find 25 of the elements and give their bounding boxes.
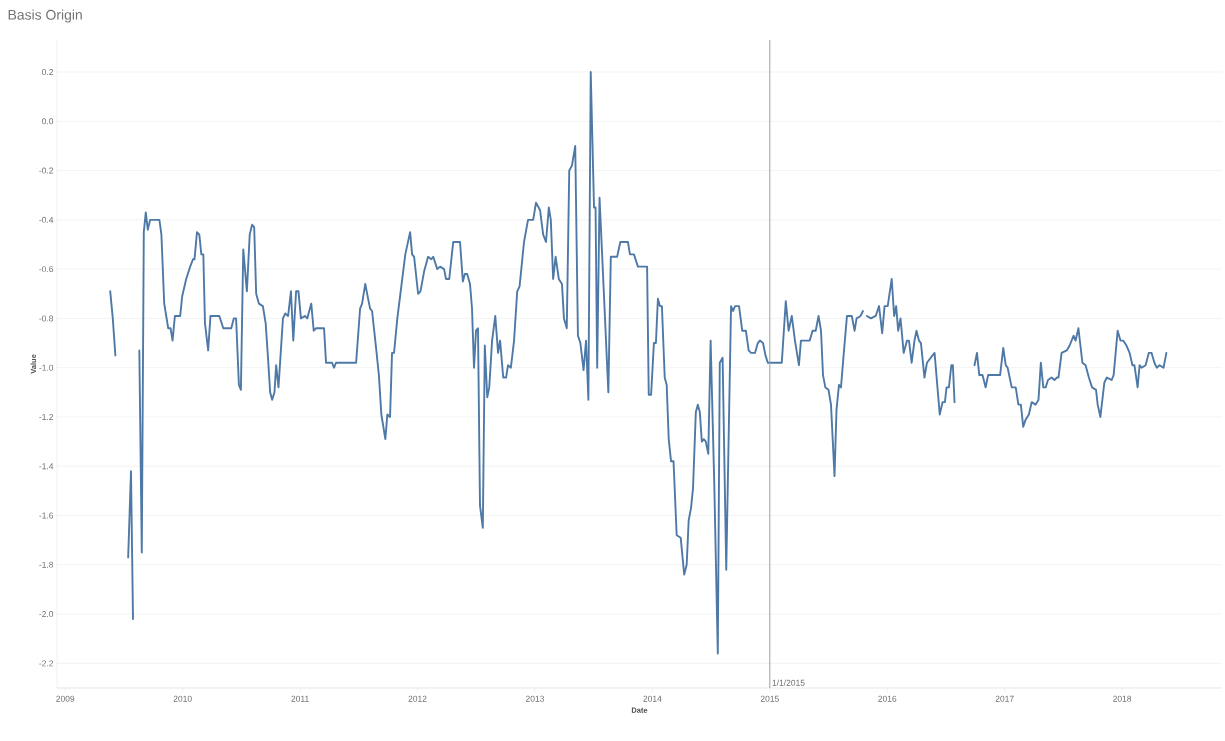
x-tick-label: 2018: [1113, 695, 1132, 702]
y-tick-label: -1.6: [39, 512, 54, 519]
y-tick-label: -0.8: [39, 315, 54, 322]
y-tick-label: -2.2: [39, 660, 54, 667]
x-tick-label: 2015: [760, 695, 779, 702]
x-tick-label: 2012: [408, 695, 427, 702]
y-tick-label: -1.0: [39, 364, 54, 371]
y-tick-label: -1.8: [39, 561, 54, 568]
y-tick-label: -0.2: [39, 167, 54, 174]
y-tick-label: -1.4: [39, 463, 54, 470]
y-tick-label: 0.0: [42, 118, 54, 125]
x-tick-label: 2016: [878, 695, 897, 702]
y-tick-label: -0.6: [39, 266, 54, 273]
x-tick-label: 2014: [643, 695, 662, 702]
y-tick-label: -1.2: [39, 414, 54, 420]
ref-line-label: 1/1/2015: [772, 679, 805, 686]
y-tick-label: 0.2: [42, 69, 54, 76]
x-tick-label: 2017: [995, 695, 1014, 702]
y-tick-label: -0.4: [39, 216, 54, 223]
x-tick-label: 2010: [173, 695, 192, 702]
x-tick-label: 2013: [525, 695, 544, 702]
chart-title: Basis Origin: [8, 9, 82, 23]
y-tick-label: -2.0: [39, 611, 54, 618]
x-tick-label: 2011: [291, 695, 309, 702]
x-tick-label: 2009: [56, 695, 75, 702]
